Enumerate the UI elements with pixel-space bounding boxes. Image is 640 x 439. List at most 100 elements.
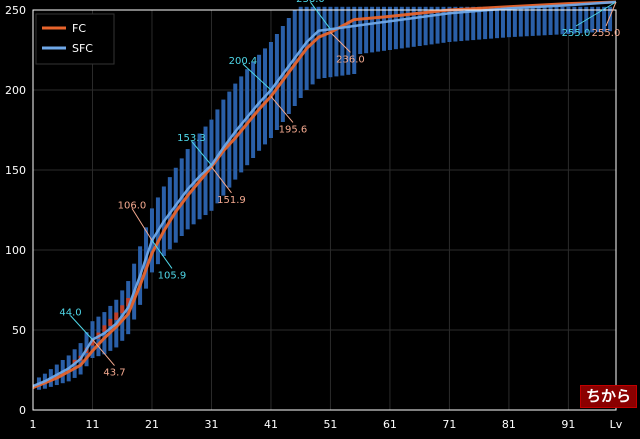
range-bar — [608, 6, 613, 32]
range-bar — [316, 6, 321, 79]
annotation-leader — [151, 240, 173, 269]
annotation-label: 151.9 — [217, 195, 246, 206]
annotation-leader — [310, 1, 331, 30]
annotation-label: 200.4 — [229, 56, 258, 67]
series-line-fc — [32, 0, 617, 389]
annotation-label: 195.6 — [279, 124, 308, 135]
y-tick-label: 250 — [5, 4, 26, 17]
legend-box — [35, 13, 115, 65]
range-bar — [346, 6, 351, 75]
y-tick-label: 200 — [5, 84, 26, 97]
range-bar — [328, 6, 333, 78]
range-bar — [334, 6, 339, 77]
range-bar — [298, 6, 303, 98]
annotation-leader — [330, 32, 351, 53]
range-bar — [489, 6, 494, 39]
range-bar — [322, 6, 327, 78]
y-tick-label: 50 — [12, 324, 26, 337]
annotation-leader — [270, 96, 294, 123]
range-bar — [411, 6, 416, 47]
y-tick-label: 150 — [5, 164, 26, 177]
y-tick-label: 0 — [19, 404, 26, 417]
range-bar — [483, 6, 488, 40]
range-bar — [441, 6, 446, 43]
annotation-label: 106.0 — [118, 200, 147, 211]
range-bar — [435, 6, 440, 44]
range-bar — [506, 6, 511, 38]
range-bar — [530, 6, 535, 36]
y-tick-label: 100 — [5, 244, 26, 257]
range-bar — [459, 6, 464, 42]
range-bar — [429, 6, 434, 45]
range-bar — [596, 6, 601, 33]
x-tick-label: 91 — [561, 418, 575, 431]
range-bar — [542, 6, 547, 36]
legend-label: FC — [72, 22, 86, 35]
range-bar — [423, 6, 428, 46]
range-bar — [536, 6, 541, 36]
x-tick-label: 51 — [323, 418, 337, 431]
x-tick-label: Lv — [610, 418, 623, 431]
range-bar — [495, 6, 500, 39]
x-tick-label: 21 — [145, 418, 159, 431]
annotation-leader — [131, 208, 153, 241]
annotation-label: 236.0 — [336, 54, 365, 65]
annotation-label: 153.3 — [177, 133, 206, 144]
x-tick-label: 31 — [204, 418, 218, 431]
range-bar — [393, 6, 398, 50]
range-bar — [560, 6, 565, 35]
range-bar — [310, 6, 315, 85]
annotation-label: 255.0 — [562, 28, 591, 39]
x-tick-label: 1 — [30, 418, 37, 431]
range-bar — [405, 6, 410, 48]
x-tick-label: 11 — [85, 418, 99, 431]
range-bar — [524, 6, 529, 37]
range-bar — [387, 6, 392, 51]
range-bar — [471, 6, 476, 41]
range-bar — [572, 6, 577, 34]
range-bar — [554, 6, 559, 35]
range-bar — [399, 6, 404, 49]
stat-badge: ちから — [579, 385, 637, 408]
range-bar — [566, 6, 571, 35]
annotation-label: 238.0 — [296, 0, 325, 5]
range-bar-fc — [120, 305, 125, 314]
range-bar — [381, 6, 386, 51]
range-bar — [465, 6, 470, 41]
range-bar — [548, 6, 553, 35]
legend-label: SFC — [72, 42, 93, 55]
range-bar-fc — [114, 312, 119, 320]
x-tick-label: 41 — [264, 418, 278, 431]
range-bar — [512, 6, 517, 37]
x-tick-label: 71 — [442, 418, 456, 431]
range-bar — [352, 6, 357, 74]
range-bar — [602, 6, 607, 32]
annotation-leader — [70, 315, 93, 340]
range-bar-fc — [108, 318, 113, 326]
range-bar — [447, 6, 452, 43]
range-bar-fc — [90, 339, 95, 346]
range-bar — [376, 6, 381, 52]
series-line-sfc — [32, 0, 617, 388]
range-bar — [453, 6, 458, 42]
annotation-leader — [575, 1, 617, 27]
range-bar — [417, 6, 422, 47]
range-bar — [358, 6, 363, 55]
annotation-label: 43.7 — [103, 368, 125, 379]
range-bar — [340, 6, 345, 76]
annotation-label: 255.0 — [592, 28, 621, 39]
range-bar — [477, 6, 482, 40]
range-bar-fc — [126, 298, 131, 307]
range-bar — [590, 6, 595, 33]
annotation-label: 105.9 — [158, 270, 187, 281]
range-bar — [370, 6, 375, 53]
annotation-label: 44.0 — [59, 308, 81, 319]
x-tick-label: 81 — [502, 418, 516, 431]
annotation-leader — [92, 339, 115, 366]
annotation-leader — [605, 1, 617, 27]
x-tick-label: 61 — [383, 418, 397, 431]
range-bar — [500, 6, 505, 38]
annotation-leader — [242, 63, 272, 91]
